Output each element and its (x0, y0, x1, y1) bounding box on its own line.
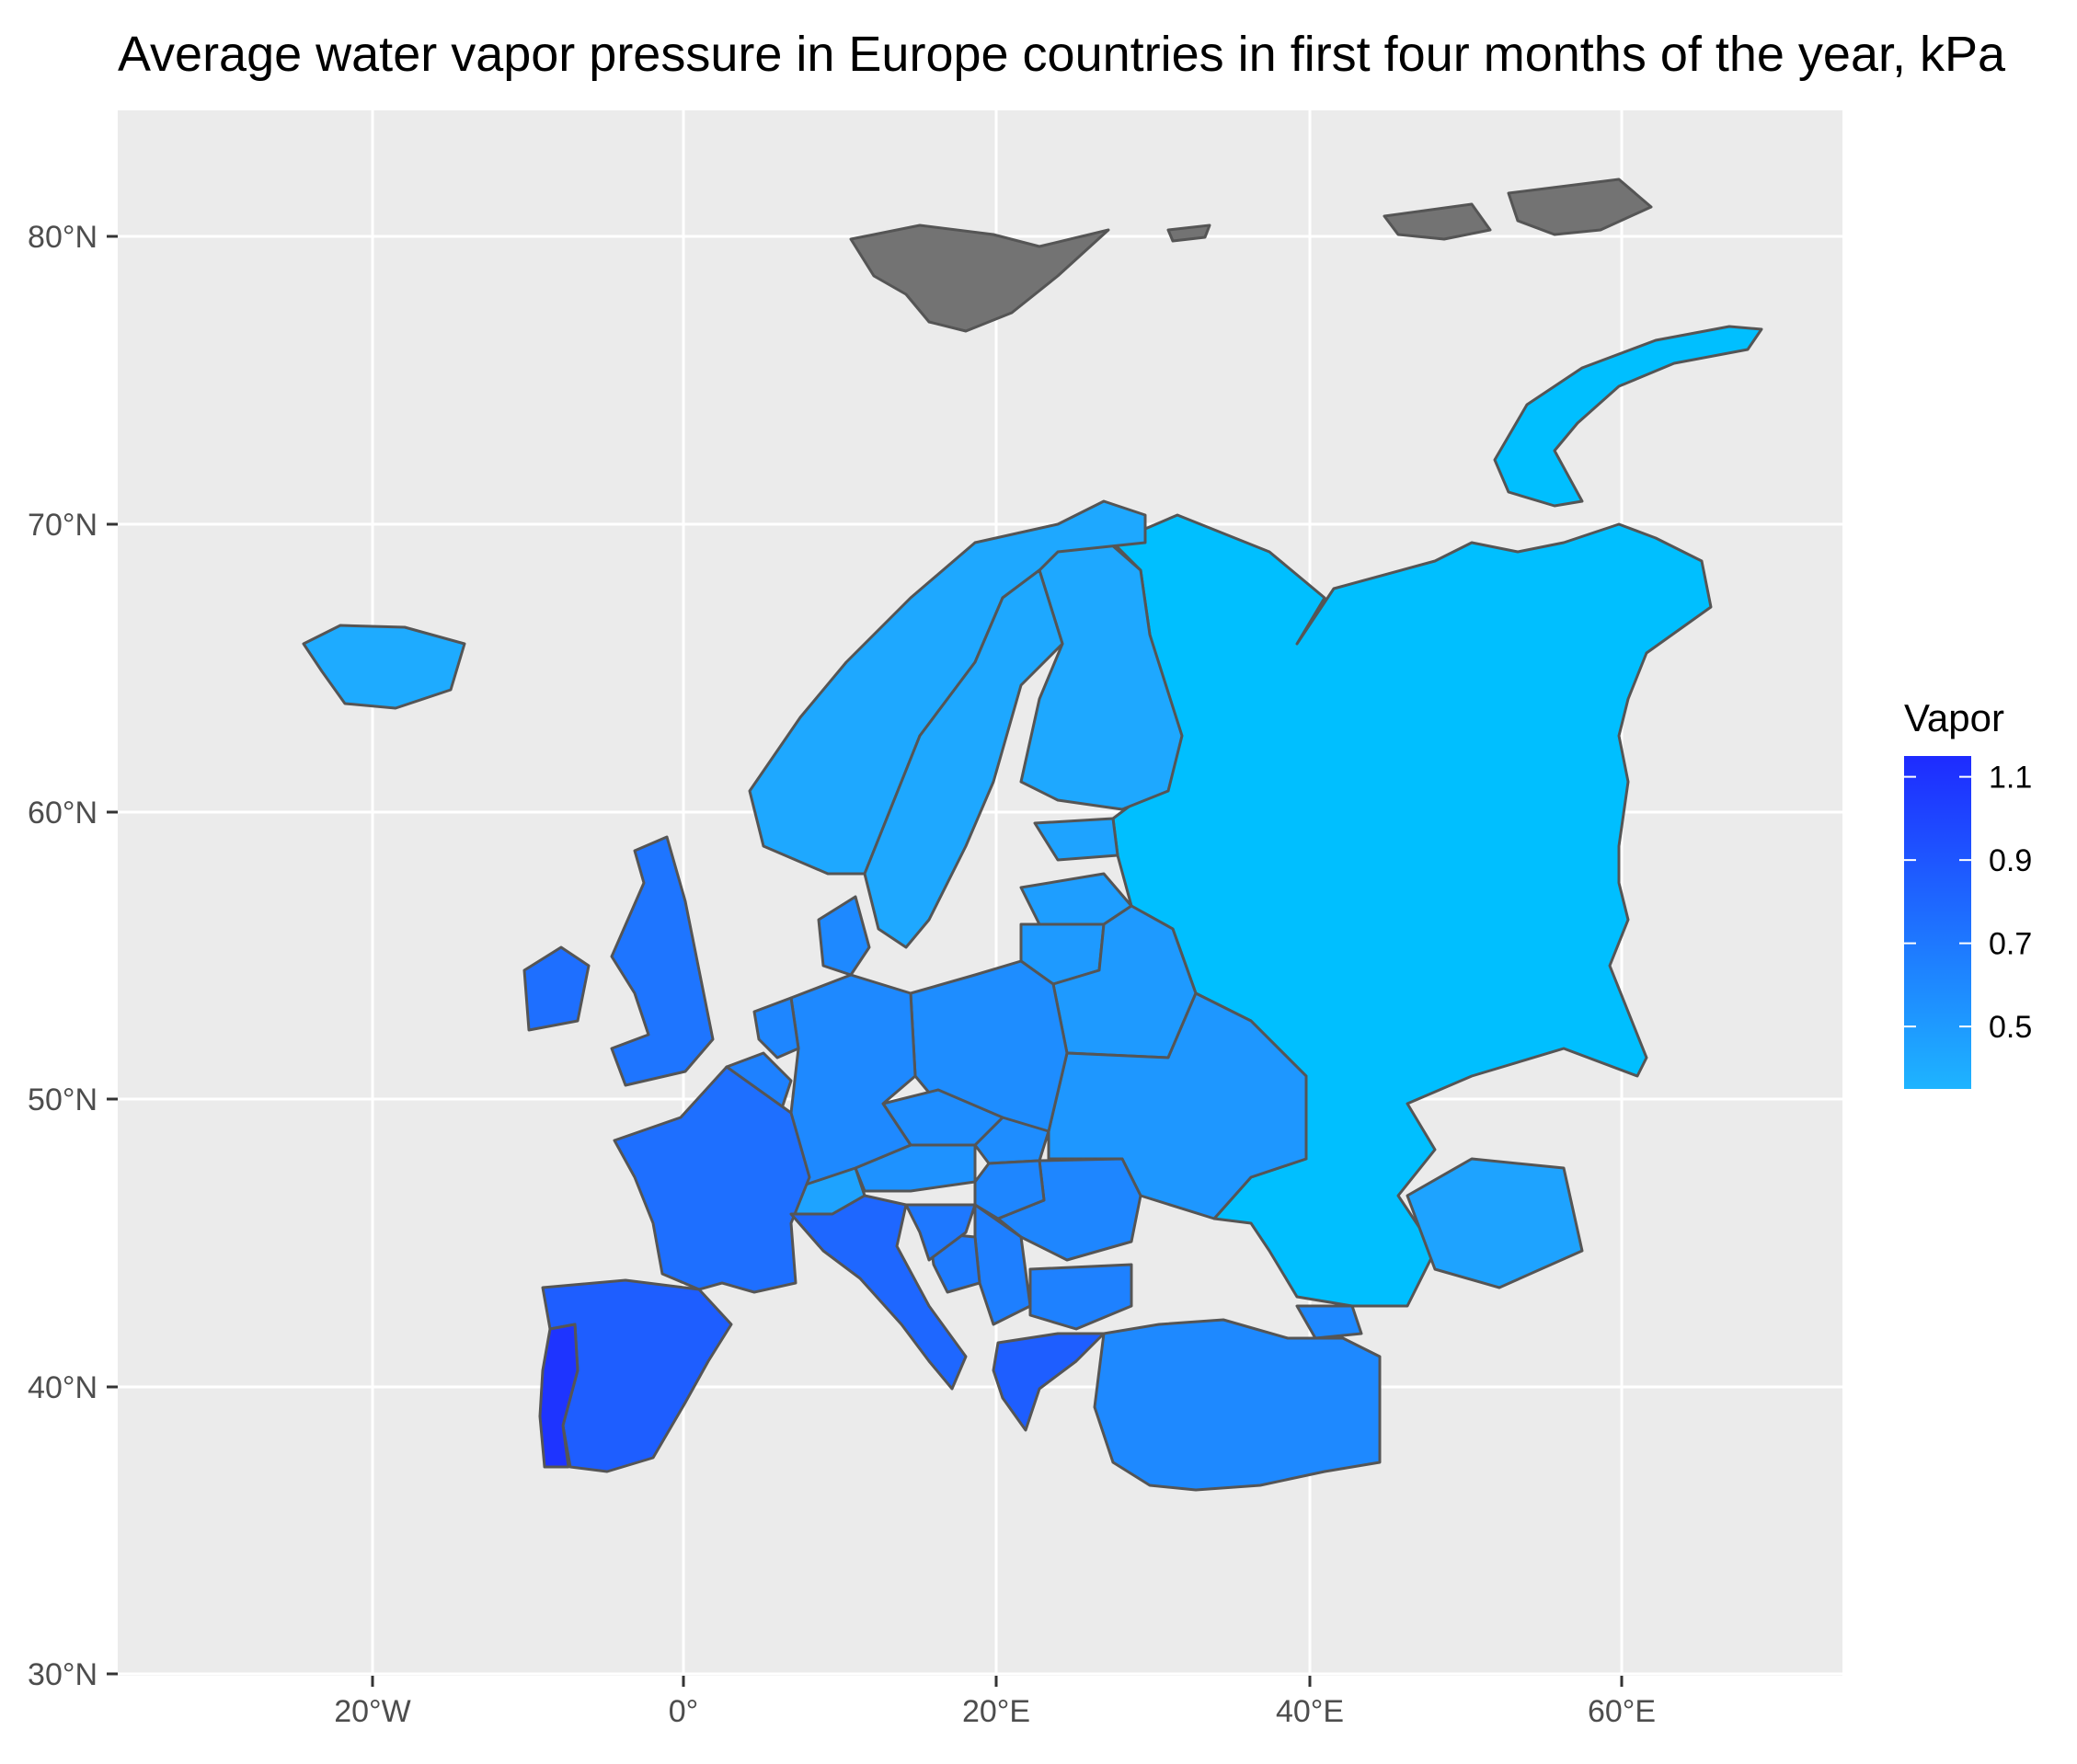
legend-label: 0.5 (1989, 1010, 2032, 1045)
no-data-island (849, 223, 1110, 333)
x-tick-label: 0° (669, 1694, 699, 1729)
country-united-kingdom (610, 835, 715, 1087)
country-croatia (904, 1203, 977, 1262)
x-tick-label: 20°E (962, 1694, 1030, 1729)
country-portugal (538, 1323, 579, 1469)
country-france (613, 1065, 811, 1294)
y-tick-label: 60°N (28, 796, 98, 830)
country-turkey (1093, 1318, 1382, 1492)
country-kazakhstan (1406, 1157, 1584, 1289)
country-germany (789, 973, 917, 1188)
legend-label: 1.1 (1989, 761, 2032, 796)
country-greece (992, 1332, 1106, 1432)
y-tick-label: 70°N (28, 508, 98, 543)
no-data-island (1383, 202, 1492, 241)
legend-label: 0.7 (1989, 927, 2032, 962)
chart-title: Average water vapor pressure in Europe c… (118, 27, 2006, 82)
country-iceland (302, 624, 466, 710)
country-ireland (522, 945, 591, 1032)
country-netherlands (752, 996, 800, 1060)
country-italy (789, 1194, 968, 1391)
legend: Vapor 1.1 0.9 0.7 0.5 (1904, 696, 2032, 1089)
x-axis: 20°W 0° 20°E 40°E 60°E (334, 1676, 1656, 1729)
y-axis: 80°N 70°N 60°N 50°N 40°N 30°N (28, 220, 118, 1692)
y-tick-label: 40°N (28, 1370, 98, 1405)
x-tick-label: 20°W (334, 1694, 411, 1729)
y-tick-label: 50°N (28, 1082, 98, 1117)
y-tick-label: 30°N (28, 1657, 98, 1692)
legend-title: Vapor (1904, 696, 2004, 739)
no-data-island (1166, 223, 1211, 243)
country-russia-novaya-zemlya (1493, 325, 1763, 508)
legend-label: 0.9 (1989, 843, 2032, 878)
y-tick-label: 80°N (28, 220, 98, 255)
legend-colorbar (1904, 756, 1971, 1089)
country-ukraine (1047, 991, 1308, 1220)
x-tick-label: 60°E (1588, 1694, 1656, 1729)
country-denmark (817, 895, 871, 977)
country-estonia (1033, 817, 1119, 862)
country-georgia (1295, 1304, 1363, 1340)
country-shapes (302, 178, 1763, 1492)
x-tick-label: 40°E (1276, 1694, 1344, 1729)
no-data-island (1507, 178, 1653, 236)
country-sweden (863, 568, 1064, 949)
